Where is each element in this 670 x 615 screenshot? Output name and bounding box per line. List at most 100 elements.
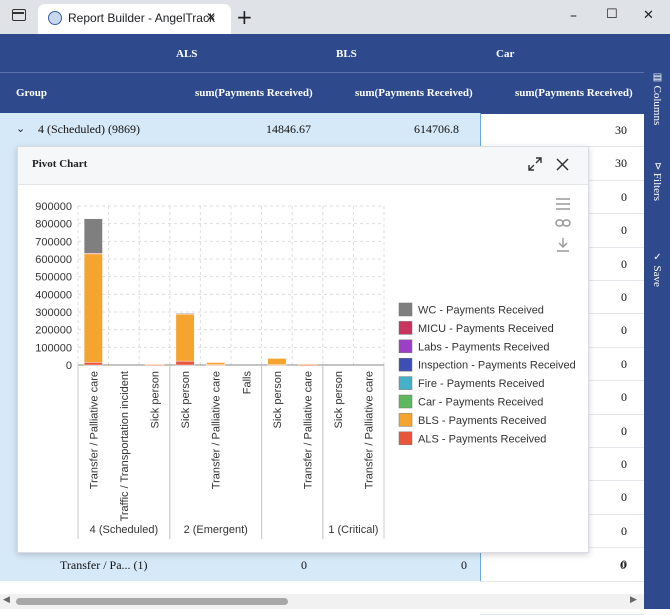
bar-segment [145, 363, 164, 366]
y-tick-label: 800000 [35, 219, 72, 231]
x-tick-label: Transfer / Palliative care [364, 371, 376, 489]
bls-measure-header[interactable]: sum(Payments Received) [355, 87, 473, 99]
car-value-cell: 0 [621, 356, 627, 371]
legend-swatch [398, 413, 413, 427]
bar-segment [83, 253, 103, 363]
checkmark-icon: ✓ [652, 252, 663, 266]
download-icon[interactable] [556, 237, 570, 252]
x-tick-label: Sick person [333, 371, 345, 428]
bar-segment [298, 363, 317, 366]
car-value-cell: 0 [621, 423, 627, 438]
legend-swatch [398, 339, 413, 354]
x-tick-label: Transfer / Palliative care [303, 371, 315, 489]
car-value-cell: 0 [621, 290, 627, 304]
car-value-cell: 0 [621, 457, 627, 471]
close-icon[interactable] [556, 158, 569, 171]
dialog-title: Pivot Chart [32, 158, 88, 170]
bar-segment [175, 314, 195, 362]
table-row[interactable]: Transfer / Pa... (1) 0 0 0 [0, 548, 644, 581]
column-group-car[interactable]: Car [496, 48, 515, 60]
filters-panel-button[interactable]: ⊳ Filters [651, 162, 663, 202]
minimize-button[interactable]: – [570, 8, 577, 24]
x-tick-label: Falls [241, 371, 253, 395]
car-value-cell: 30 [615, 123, 627, 137]
column-group-bls[interactable]: BLS [336, 48, 357, 60]
legend-item-label: ALS - Payments Received [418, 433, 546, 445]
row-bls-value: 0 [461, 558, 467, 572]
bar-segment [83, 218, 103, 254]
row-als-value: 14846.67 [266, 122, 311, 136]
bar-segment [206, 362, 226, 365]
car-measure-header[interactable]: sum(Payments Received) [515, 87, 633, 99]
columns-panel-button[interactable]: ▤ Columns [651, 72, 663, 126]
y-tick-label: 300000 [35, 307, 72, 319]
hamburger-icon[interactable] [556, 198, 570, 210]
expand-icon[interactable] [528, 157, 542, 171]
car-value-cell: 30 [615, 156, 627, 171]
y-tick-label: 0 [66, 360, 72, 372]
x-tick-label: Transfer / Palliative care [88, 371, 100, 489]
new-tab-button[interactable]: + [236, 5, 253, 29]
link-icon[interactable] [555, 217, 571, 229]
browser-tab[interactable] [38, 4, 231, 34]
close-window-button[interactable]: ✕ [643, 8, 654, 23]
bar-segment [175, 312, 195, 315]
legend-item-label: Inspection - Payments Received [418, 360, 576, 372]
chevron-down-icon[interactable]: ⌄ [16, 122, 26, 135]
legend-swatch [398, 357, 413, 372]
group-label: 4 (Scheduled) [90, 524, 159, 536]
x-tick-label: Sick person [272, 371, 284, 428]
bar-segment [83, 362, 103, 366]
y-tick-label: 600000 [35, 254, 72, 266]
legend-swatch [398, 376, 413, 390]
legend-item-label: Fire - Payments Received [418, 378, 545, 390]
column-group-als[interactable]: ALS [176, 48, 198, 60]
pivot-chart-dialog: Pivot Chart 0 100000 200000 300000 400000 500… [17, 146, 589, 553]
row-separator [480, 580, 644, 582]
row-bls-value: 614706.8 [414, 122, 459, 136]
car-value-cell: 0 [621, 223, 627, 238]
bar-segment [267, 358, 287, 365]
pivot-chart: 0 100000 200000 300000 400000 500000 600000 700… [35, 201, 576, 539]
x-tick-label: Sick person [180, 371, 192, 428]
horizontal-scrollbar[interactable]: ◀ ▶ [0, 594, 644, 609]
legend-item-label: Car - Payments Received [418, 397, 543, 409]
car-value-cell: 0 [621, 323, 627, 338]
y-tick-label: 900000 [35, 201, 72, 213]
y-tick-label: 700000 [35, 236, 72, 248]
x-tick-label: Sick person [150, 371, 162, 428]
side-panel: ▤ Columns ⊳ Filters ✓ Save [644, 34, 670, 609]
sidebar-toggle-icon[interactable] [12, 9, 26, 21]
save-button[interactable]: ✓ Save [651, 252, 663, 287]
car-value-cell: 0 [621, 490, 627, 505]
group-label: 2 (Emergent) [184, 524, 248, 536]
tab-title: Report Builder - AngelTrack [68, 11, 215, 25]
group-column-header[interactable]: Group [16, 87, 47, 99]
filter-icon: ⊳ [652, 162, 663, 173]
y-tick-label: 100000 [35, 342, 72, 354]
browser-tab-bar: Report Builder - AngelTrack ✕ + – ☐ ✕ [0, 0, 670, 34]
y-tick-label: 200000 [35, 325, 72, 337]
y-tick-label: 500000 [35, 272, 72, 284]
row-als-value: 0 [301, 558, 307, 572]
legend-item-label: Labs - Payments Received [418, 341, 549, 353]
als-measure-header[interactable]: sum(Payments Received) [195, 87, 313, 99]
scroll-left-icon[interactable]: ◀ [3, 595, 10, 605]
car-value-cell: 0 [621, 256, 627, 271]
x-tick-label: Traffic / Transportation incident [119, 371, 131, 521]
scroll-right-icon[interactable]: ▶ [630, 595, 637, 605]
scrollbar-thumb[interactable] [16, 598, 288, 605]
dialog-header: Pivot Chart [18, 147, 588, 185]
maximize-button[interactable]: ☐ [606, 7, 618, 22]
legend-item-label: BLS - Payments Received [418, 415, 546, 427]
bar-segment [175, 360, 195, 366]
car-value-cell: 0 [621, 523, 627, 538]
car-value-cell: 0 [621, 557, 627, 572]
legend-swatch [398, 302, 413, 317]
car-value-cell: 0 [621, 189, 627, 204]
y-tick-label: 400000 [35, 289, 72, 301]
legend-swatch [398, 431, 413, 446]
legend-item-label: MICU - Payments Received [418, 323, 554, 335]
table-row[interactable]: ⌄ 4 (Scheduled) (9869) 14846.67 614706.8 [0, 113, 644, 146]
tab-close-icon[interactable]: ✕ [206, 10, 217, 24]
